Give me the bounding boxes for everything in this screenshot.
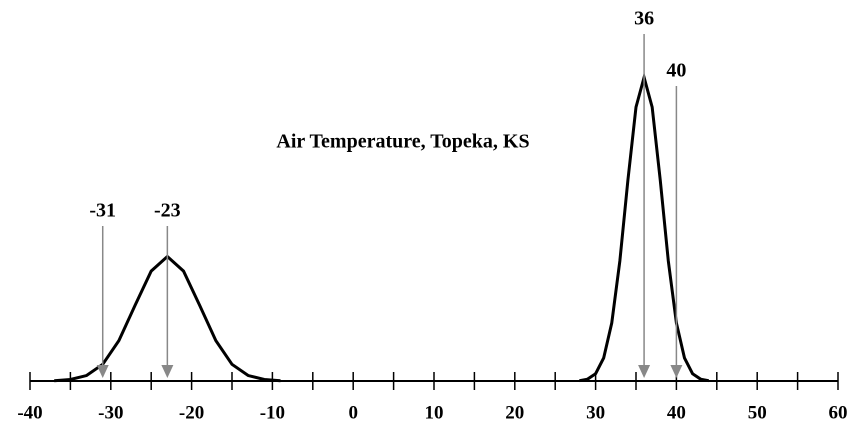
arrow-head: [638, 365, 651, 378]
annotation-label: 40: [666, 60, 686, 82]
x-tick-label: 0: [348, 402, 358, 423]
x-tick-label: 10: [425, 402, 444, 423]
x-tick-label: -40: [17, 402, 42, 423]
x-tick-label: -30: [98, 402, 123, 423]
x-tick-label: 50: [748, 402, 767, 423]
x-tick-label: -20: [179, 402, 204, 423]
x-tick-label: -10: [260, 402, 285, 423]
arrow-head: [161, 365, 174, 378]
annotation-label: 36: [634, 8, 654, 30]
arrow-head: [96, 365, 109, 378]
chart-title: Air Temperature, Topeka, KS: [276, 131, 529, 153]
arrow-head: [670, 365, 683, 378]
x-tick-label: 40: [667, 402, 686, 423]
x-tick-label: 20: [505, 402, 524, 423]
x-tick-label: 60: [829, 402, 848, 423]
annotation-label: -31: [89, 200, 116, 222]
x-tick-label: 30: [586, 402, 605, 423]
annotation-label: -23: [154, 200, 181, 222]
